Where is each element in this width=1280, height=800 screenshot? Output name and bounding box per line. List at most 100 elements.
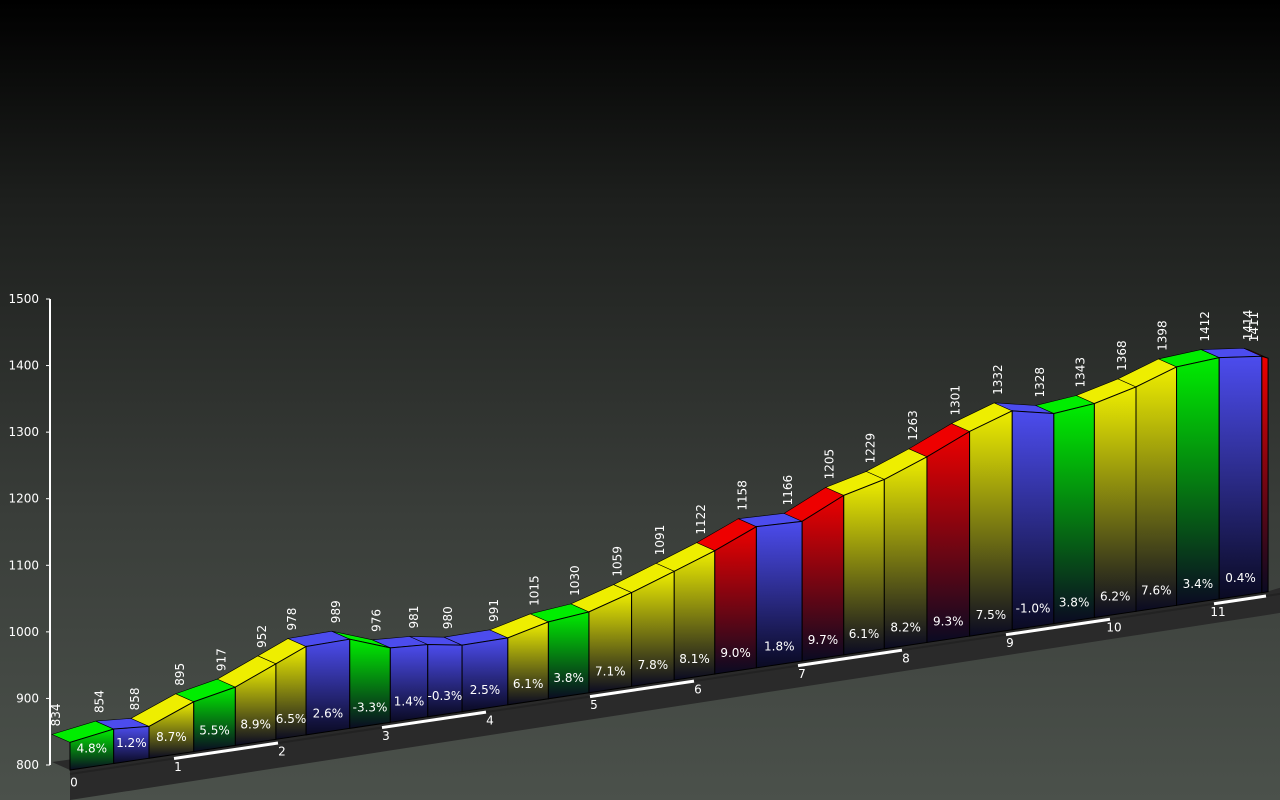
segment-face [1135,366,1178,612]
elevation-label: 1091 [653,525,667,556]
elevation-label: 976 [369,609,383,632]
elevation-label: 1301 [949,385,963,416]
gradient-label: 7.1% [595,665,626,679]
gradient-label: 3.4% [1183,577,1214,591]
y-tick-label: 1400 [8,359,39,373]
distance-bar [797,648,903,668]
gradient-label: 8.7% [156,730,187,744]
gradient-label: 7.8% [638,658,669,672]
gradient-label: 1.8% [764,639,795,653]
y-tick-label: 1200 [8,492,39,506]
segment-face [547,611,590,700]
elevation-label: 1205 [823,449,837,480]
gradient-label: 1.4% [394,695,425,709]
distance-tick-label: 7 [798,667,806,681]
profile-top-ribbon [51,347,1269,743]
segment-face [1011,410,1055,631]
gradient-label: 9.7% [808,633,839,647]
distance-tick-label: 6 [694,683,702,697]
gradient-label: 4.8% [77,742,108,756]
gradient-label: 9.0% [720,646,751,660]
elevation-label: 834 [49,703,63,726]
segment-face [926,430,971,644]
y-tick-label: 1500 [8,292,39,306]
elevation-label: 989 [329,600,343,623]
distance-bar [173,741,279,761]
segment-face [349,638,391,729]
y-tick-label: 1300 [8,425,39,439]
distance-tick-label: 8 [902,652,910,666]
y-tick-label: 900 [16,691,39,705]
elevation-label: 981 [407,606,421,629]
elevation-label: 1412 [1198,311,1212,342]
segment-face [1261,355,1269,594]
y-axis: 800 900 1000 1100 1200 1300 1400 1500 [8,292,51,772]
gradient-label: 7.5% [976,608,1007,622]
elevation-label: 1368 [1115,340,1129,371]
elevation-label: 1414 [1241,310,1255,341]
y-tick-label: 800 [16,758,39,772]
distance-tick-label: 2 [278,744,286,758]
elevation-label: 978 [285,608,299,631]
elevation-label: 1166 [781,475,795,506]
profile-base [52,587,1280,800]
elevation-label: 1332 [991,364,1005,395]
elevation-label: 980 [441,606,455,629]
elevation-label: 1059 [611,546,625,577]
elevation-label: 917 [214,648,228,671]
gradient-label: 6.1% [849,627,880,641]
gradient-label: 5.5% [199,723,230,737]
gradient-label: 7.6% [1141,583,1172,597]
distance-tick-label: 3 [382,729,390,743]
gradient-label: 3.8% [1059,596,1090,610]
distance-bar [381,710,487,730]
elevation-label: 1328 [1033,367,1047,398]
segment-face [1176,356,1220,606]
gradient-label: 6.1% [513,677,544,691]
gradient-label: 6.2% [1100,589,1131,603]
distance-tick-label: 5 [590,698,598,712]
segment-face [969,410,1013,637]
elevation-label: 1158 [735,480,749,511]
elevation-label: 1030 [568,565,582,596]
gradient-label: 2.6% [313,707,344,721]
profile-segments [69,355,1269,771]
gradient-label: -3.3% [353,700,388,714]
gradient-label: 8.2% [890,621,921,635]
gradient-label: 8.9% [240,717,271,731]
elevation-label: 1398 [1156,320,1170,351]
gradient-label: -0.3% [428,689,463,703]
gradient-label: 8.1% [679,652,710,666]
gradient-label: 6.5% [276,712,307,726]
elevation-label: 1263 [906,410,920,441]
elevation-label: 1122 [694,504,708,535]
y-tick-label: 1100 [8,558,39,572]
gradient-label: 1.2% [116,736,147,750]
distance-tick-label: 0 [70,775,78,789]
elevation-label: 854 [93,690,107,713]
segment-face [1093,386,1137,619]
segment-face [1218,355,1263,600]
segment-face [427,643,463,718]
y-tick-label: 1000 [8,625,39,639]
elevation-label: 1411 [1247,312,1261,343]
segment-face [461,637,509,713]
segment-face [1053,402,1095,625]
distance-tick-label: 4 [486,713,494,727]
elevation-label: 1015 [527,575,541,606]
distance-tick-label: 1 [174,760,182,774]
gradient-label: 0.4% [1225,571,1256,585]
gradient-label: 3.8% [553,671,584,685]
elevation-label: 1343 [1073,357,1087,388]
segment-face [389,643,429,723]
gradient-label: 9.3% [933,614,964,628]
distance-axis: 0 1 2 3 4 5 6 7 8 9 10 11 [69,592,1280,789]
distance-tick-label: 9 [1006,636,1014,650]
elevation-label: 991 [487,599,501,622]
gradient-label: 2.5% [470,683,501,697]
elevation-label: 895 [173,663,187,686]
distance-bar [1005,617,1111,637]
distance-tick-label: 11 [1210,605,1225,619]
